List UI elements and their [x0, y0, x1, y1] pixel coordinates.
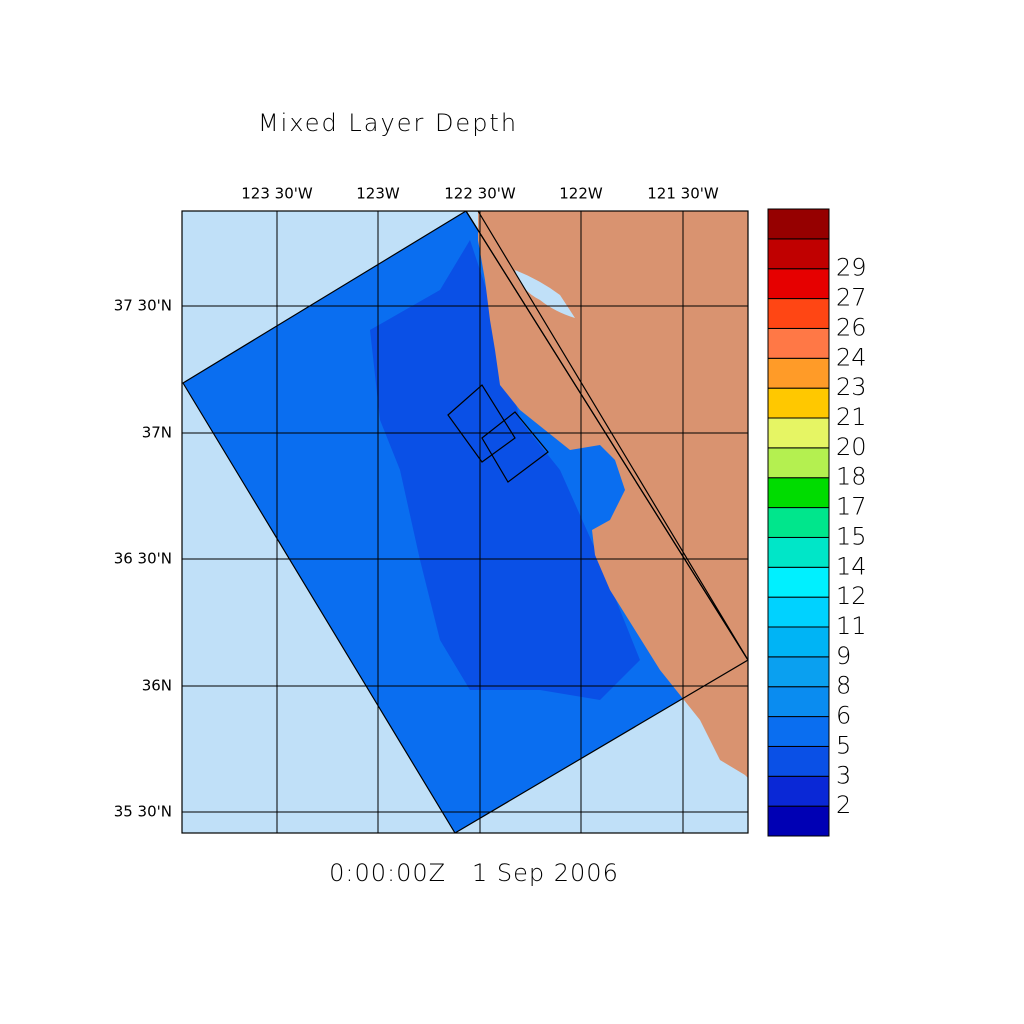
colorbar-box — [767, 357, 830, 389]
colorbar-label: 29 — [836, 254, 867, 282]
frame — [181, 210, 749, 834]
lat-label: 36 30'N — [114, 550, 172, 568]
colorbar-label: 26 — [836, 313, 867, 341]
colorbar-label: 6 — [836, 702, 851, 730]
colorbar-box — [767, 298, 830, 329]
colorbar-box — [767, 387, 830, 419]
time-label: 0:00:00Z 1 Sep 2006 — [329, 859, 619, 887]
colorbar-box — [767, 805, 830, 837]
lon-label: 122W — [559, 185, 603, 203]
domain-outlines — [182, 211, 748, 833]
lat-label: 36N — [142, 677, 172, 695]
lon-label: 121 30'W — [647, 185, 719, 203]
colorbar-label: 18 — [836, 463, 867, 491]
map-area — [182, 211, 748, 833]
colorbar-label: 20 — [836, 433, 867, 461]
title: Mixed Layer Depth — [258, 109, 518, 137]
colorbar-label: 23 — [836, 373, 867, 401]
colorbar-label: 15 — [836, 522, 867, 550]
colorbar-label: 8 — [836, 672, 851, 700]
colorbar-box — [767, 745, 830, 777]
colorbar-label: 12 — [836, 582, 867, 610]
lon-label: 123W — [356, 185, 400, 203]
colorbar-label: 9 — [836, 642, 851, 670]
colorbar-label: 21 — [836, 403, 867, 431]
colorbar-box — [767, 656, 830, 688]
colorbar-box — [767, 238, 830, 270]
colorbar-box — [767, 447, 830, 479]
colorbar-box — [767, 417, 830, 449]
colorbar-box — [767, 268, 830, 300]
colorbar-box — [767, 775, 830, 807]
lat-label: 37N — [142, 424, 172, 442]
colorbar-box — [767, 566, 830, 598]
land — [478, 211, 748, 778]
colorbar-box — [767, 477, 830, 509]
colorbar-label: 27 — [836, 284, 867, 312]
colorbar-label: 2 — [836, 791, 851, 819]
lat-label: 35 30'N — [114, 803, 172, 821]
lon-label: 122 30'W — [444, 185, 516, 203]
lat-label: 37 30'N — [114, 297, 172, 315]
lon-label: 123 30'W — [241, 185, 313, 203]
colorbar-label: 3 — [836, 761, 851, 789]
colorbar-box — [767, 626, 830, 658]
colorbar-label: 24 — [836, 343, 867, 371]
colorbar-box — [767, 716, 830, 747]
colorbar-box — [767, 536, 830, 568]
colorbar-box — [767, 507, 830, 538]
grid — [182, 211, 748, 833]
colorbar-label: 11 — [836, 612, 867, 640]
colorbar-label: 14 — [836, 552, 867, 580]
colorbar-box — [767, 686, 830, 718]
deep-mixed-region — [370, 240, 640, 700]
colorbar-box — [767, 327, 830, 359]
colorbar-label: 5 — [836, 731, 851, 759]
colorbar-label: 17 — [836, 493, 867, 521]
colorbar-box — [767, 208, 830, 240]
colorbar-box — [767, 596, 830, 628]
